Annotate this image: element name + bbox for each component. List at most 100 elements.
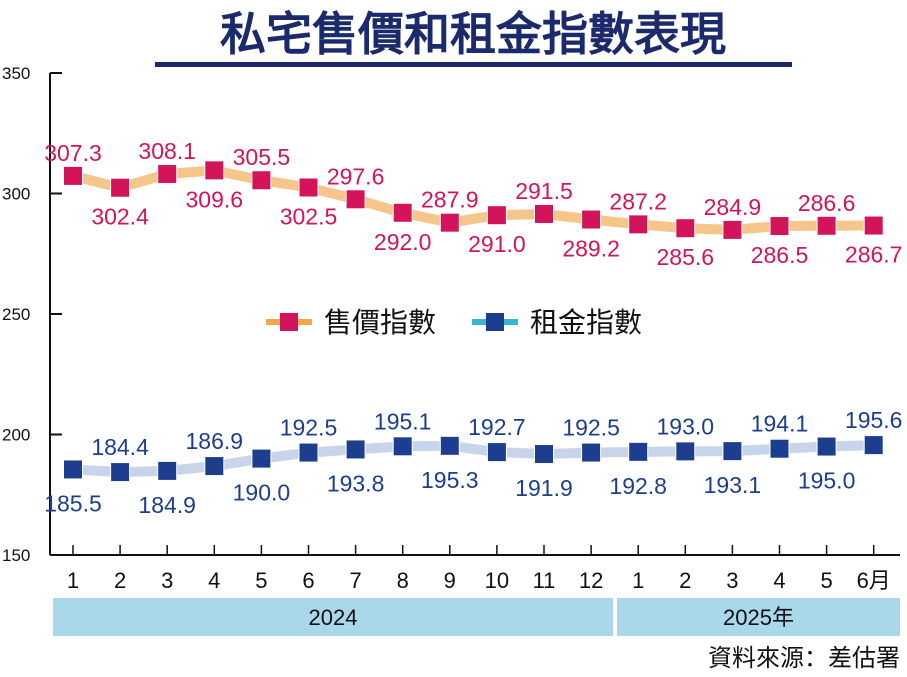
rent-marker [439, 435, 460, 456]
sale-data-label: 285.6 [657, 244, 715, 270]
x-tick-label: 9 [444, 568, 456, 593]
sale-marker [63, 165, 83, 186]
sale-data-label: 291.0 [468, 231, 526, 257]
rent-data-label: 195.3 [421, 467, 479, 493]
x-tick-label: 12 [579, 568, 603, 593]
y-tick-label: 350 [2, 64, 30, 83]
x-tick-label: 7 [349, 568, 361, 593]
rent-data-label: 193.1 [704, 472, 762, 498]
year-band [617, 598, 900, 636]
sale-data-label: 308.1 [138, 138, 196, 164]
x-tick-label: 2 [114, 568, 126, 593]
x-tick-label: 3 [161, 568, 173, 593]
x-tick-label: 10 [485, 568, 509, 593]
x-tick-label: 4 [773, 568, 785, 593]
year-label: 2024 [309, 605, 358, 630]
legend-label-rent: 租金指數 [530, 306, 642, 339]
rent-data-label: 190.0 [233, 480, 291, 506]
rent-data-label: 194.1 [751, 411, 809, 437]
rent-marker [581, 442, 602, 463]
rent-marker [204, 456, 225, 477]
legend-marker-rent [486, 313, 504, 331]
rent-marker [816, 436, 837, 457]
rent-data-label: 191.9 [515, 475, 573, 501]
rent-marker [110, 462, 131, 483]
x-tick-label: 2 [679, 568, 691, 593]
sale-data-label: 284.9 [704, 194, 762, 220]
rent-data-label: 195.1 [374, 408, 432, 434]
sale-marker [439, 212, 460, 233]
sale-marker [345, 189, 366, 210]
rent-data-label: 193.0 [657, 413, 715, 439]
y-tick-label: 150 [2, 546, 30, 565]
markers [63, 160, 884, 483]
x-tick-label: 3 [726, 568, 738, 593]
sale-data-label: 287.9 [421, 187, 479, 213]
x-tick-label: 8 [397, 568, 409, 593]
rent-marker [769, 438, 790, 459]
x-tick-label: 6 [302, 568, 314, 593]
y-tick-label: 200 [2, 426, 30, 445]
sale-data-label: 286.5 [751, 242, 809, 268]
rent-marker [628, 441, 649, 462]
x-tick-label: 5 [820, 568, 832, 593]
sale-marker [534, 203, 554, 224]
sale-data-label: 297.6 [327, 163, 385, 189]
x-tick-label: 5 [255, 568, 267, 593]
rent-data-label: 192.8 [609, 473, 667, 499]
rent-marker [722, 441, 743, 462]
rent-data-label: 195.6 [845, 407, 903, 433]
sale-data-label: 305.5 [233, 144, 291, 170]
rent-data-label: 184.9 [138, 492, 196, 518]
source-note: 資料來源：差估署 [708, 644, 900, 672]
rent-data-label: 193.8 [327, 470, 385, 496]
rent-data-label: 192.5 [280, 415, 338, 441]
rent-data-label: 192.5 [562, 415, 620, 441]
sale-data-label: 302.4 [91, 204, 149, 230]
rent-data-label: 184.4 [91, 434, 149, 460]
y-tick-label: 300 [2, 185, 30, 204]
rent-marker [345, 439, 366, 460]
sale-marker [392, 202, 413, 223]
rent-data-label: 186.9 [186, 428, 244, 454]
sale-marker [816, 215, 837, 236]
rent-marker [534, 444, 554, 465]
rent-marker [675, 441, 696, 462]
rent-marker [298, 442, 319, 463]
sale-data-label: 307.3 [44, 140, 102, 166]
sale-marker [486, 205, 507, 226]
y-tick-label: 250 [2, 305, 30, 324]
year-bands: 2024 2025年 [53, 598, 900, 636]
sale-data-label: 286.6 [798, 190, 856, 216]
rent-data-label: 195.0 [798, 468, 856, 494]
legend: 售價指數 租金指數 [266, 306, 642, 339]
data-labels: 307.3 302.4 308.1 309.6 305.5 302.5 297.6 292.0… [44, 138, 902, 518]
sale-marker [298, 177, 319, 198]
sale-data-label: 291.5 [515, 178, 573, 204]
rent-marker [157, 460, 178, 481]
rent-marker [251, 448, 272, 469]
x-tick-label: 6月 [857, 568, 891, 593]
legend-marker-sale [280, 313, 298, 331]
sale-marker [204, 160, 225, 181]
sale-marker [110, 177, 131, 198]
x-tick-label: 1 [67, 568, 79, 593]
chart-title: 私宅售價和租金指數表現 [220, 7, 726, 61]
year-label: 2025年 [723, 605, 794, 630]
sale-marker [675, 218, 696, 239]
sale-marker [157, 163, 178, 184]
rent-data-label: 192.7 [468, 414, 526, 440]
sale-data-label: 292.0 [374, 229, 432, 255]
sale-marker [769, 216, 790, 237]
sale-data-label: 289.2 [562, 236, 620, 262]
sale-data-label: 309.6 [186, 186, 244, 212]
x-tick-label: 1 [632, 568, 644, 593]
rent-marker [863, 435, 884, 456]
sale-marker [628, 214, 649, 235]
sale-data-label: 287.2 [609, 188, 667, 214]
sale-data-label: 286.7 [845, 242, 903, 268]
sale-marker [581, 209, 602, 230]
x-tick-label: 11 [533, 568, 556, 593]
title-underline [155, 62, 792, 67]
